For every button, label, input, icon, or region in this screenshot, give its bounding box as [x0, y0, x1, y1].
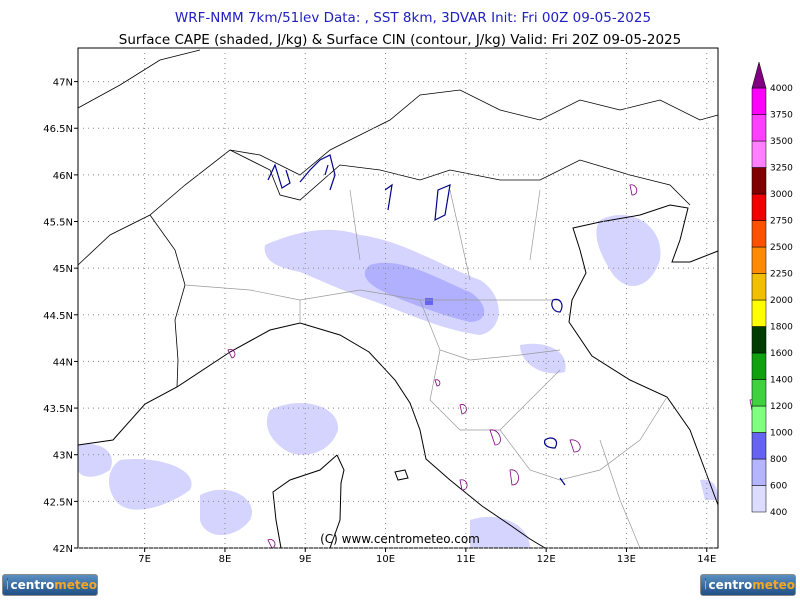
lon-tick-label: 12E: [537, 554, 556, 565]
colorbar-label: 800: [770, 455, 787, 465]
lat-tick-label: 42.5N: [43, 497, 73, 508]
lakes: [267, 154, 566, 486]
colorbar-label: 3750: [770, 111, 793, 121]
colorbar-segment: [751, 220, 767, 248]
colorbar-label: 2500: [770, 243, 793, 253]
logo-suffix: meteo: [54, 578, 97, 592]
lat-tick-label: 44N: [53, 357, 73, 368]
lon-tick-label: 7E: [138, 554, 151, 565]
colorbar-label: 3000: [770, 190, 793, 200]
colorbar-segment: [751, 167, 767, 195]
colorbar-segment: [751, 326, 767, 354]
lon-tick-label: 10E: [376, 554, 395, 565]
colorbar-label: 2250: [770, 270, 793, 280]
logo-prefix: centro: [708, 578, 753, 592]
colorbar-segment: [751, 458, 767, 486]
colorbar-label: 400: [770, 508, 787, 518]
lon-tick-label: 11E: [456, 554, 475, 565]
colorbar-segment: [751, 432, 767, 460]
lat-tick-label: 46N: [53, 171, 73, 182]
colorbar-segment: [751, 87, 767, 115]
cape-shading-mid: [364, 262, 485, 322]
colorbar-label: 600: [770, 482, 787, 492]
colorbar-label: 1200: [770, 402, 793, 412]
colorbar-label: 3250: [770, 164, 793, 174]
colorbar-label: 1600: [770, 349, 793, 359]
lon-tick-label: 9E: [299, 554, 312, 565]
colorbar-label: 3500: [770, 137, 793, 147]
colorbar-segment: [751, 246, 767, 274]
colorbar-label: 4000: [770, 84, 793, 94]
lat-tick-label: 44.5N: [43, 311, 73, 322]
lat-tick-label: 42N: [53, 544, 73, 555]
lat-tick-label: 45N: [53, 264, 73, 275]
lon-tick-label: 13E: [617, 554, 636, 565]
colorbar-label: 1800: [770, 323, 793, 333]
colorbar-segment: [751, 193, 767, 221]
lat-tick-label: 43.5N: [43, 404, 73, 415]
colorbar: 400 600 800 1000 1200 1400 1600 1800 2000 2250 250…: [751, 61, 793, 518]
colorbar-label: 1400: [770, 376, 793, 386]
logo-suffix: meteo: [752, 578, 795, 592]
colorbar-extension: [751, 61, 767, 89]
cin-contours: [227, 184, 756, 549]
colorbar-label: 1000: [770, 429, 793, 439]
lat-tick-label: 45.5N: [43, 218, 73, 229]
colorbar-segment: [751, 140, 767, 168]
colorbar-segment: [751, 405, 767, 433]
copyright: (C) www.centrometeo.com: [320, 532, 480, 546]
lat-tick-label: 46.5N: [43, 124, 73, 135]
colorbar-segment: [751, 379, 767, 407]
logo-right[interactable]: centro meteo: [700, 574, 796, 596]
lat-tick-label: 47N: [53, 78, 73, 89]
lon-tick-label: 14E: [697, 554, 716, 565]
country-borders: [77, 49, 719, 388]
logo-left[interactable]: centro meteo: [2, 574, 98, 596]
colorbar-label: 2750: [770, 217, 793, 227]
region-borders: [184, 189, 668, 549]
colorbar-segment: [751, 114, 767, 142]
logo-prefix: centro: [10, 578, 55, 592]
colorbar-label: 2000: [770, 296, 793, 306]
title: WRF-NMM 7km/51lev Data: , SST 8km, 3DVAR…: [175, 10, 651, 26]
lon-tick-label: 8E: [219, 554, 232, 565]
colorbar-segment: [751, 299, 767, 327]
cape-shading-high: [425, 298, 433, 305]
colorbar-segment: [751, 485, 767, 513]
colorbar-segment: [751, 273, 767, 301]
lat-tick-label: 43N: [53, 451, 73, 462]
subtitle: Surface CAPE (shaded, J/kg) & Surface CI…: [119, 32, 681, 48]
colorbar-segment: [751, 352, 767, 380]
map-area: (C) www.centrometeo.com: [77, 49, 756, 549]
